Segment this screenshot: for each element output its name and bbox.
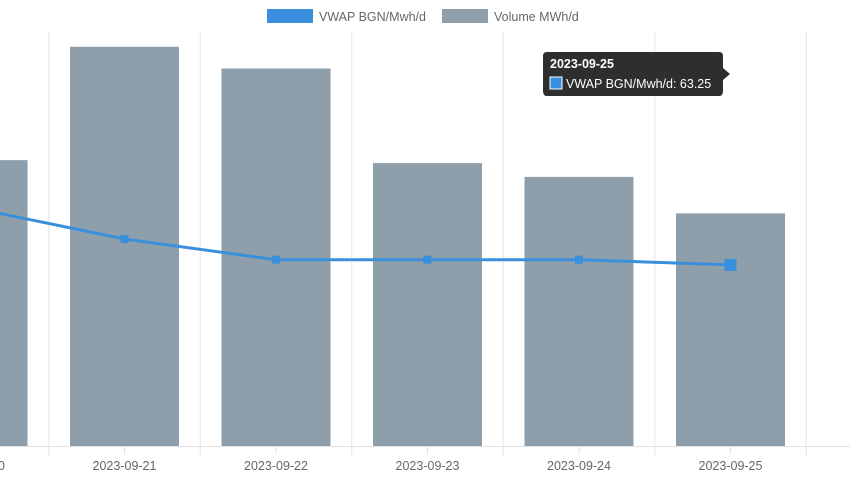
tick-label-2023-09-24: 2023-09-24	[547, 459, 611, 473]
bar-volume-2023-09-21[interactable]	[70, 46, 179, 447]
vwap-line-path	[0, 211, 731, 267]
point-vwap-2023-09-21[interactable]	[120, 235, 129, 243]
point-vwap-2023-09-22[interactable]	[272, 255, 280, 264]
legend-label-vwap: VWAP BGN/Mwh/d	[319, 10, 426, 24]
bar-volume-2023-09-24[interactable]	[524, 176, 634, 446]
tooltip-swatch	[549, 76, 563, 90]
grid	[0, 32, 850, 456]
volume-bars	[0, 46, 785, 447]
bar-volume-2023-09-25[interactable]	[676, 213, 785, 446]
legend-item-volume[interactable]: Volume MWh/d	[442, 9, 579, 24]
x-axis-ticks: 2023-09-20 2023-09-21 2023-09-22 2023-09-23…	[0, 446, 763, 473]
legend-label-volume: Volume MWh/d	[494, 10, 579, 24]
bar-volume-2023-09-23[interactable]	[373, 163, 482, 446]
legend: VWAP BGN/Mwh/d Volume MWh/d	[267, 9, 579, 24]
tick-label-2023-09-20: 2023-09-20	[0, 459, 5, 473]
point-vwap-2023-09-23[interactable]	[423, 255, 432, 264]
legend-item-vwap[interactable]: VWAP BGN/Mwh/d	[267, 9, 426, 24]
point-vwap-2023-09-24[interactable]	[575, 255, 583, 264]
legend-swatch-vwap	[267, 9, 313, 23]
legend-swatch-volume	[442, 9, 488, 23]
point-vwap-2023-09-25[interactable]	[724, 258, 737, 271]
tick-label-2023-09-21: 2023-09-21	[93, 459, 157, 473]
bar-volume-2023-09-20[interactable]	[0, 160, 28, 446]
vwap-line	[0, 211, 737, 271]
tick-label-2023-09-23: 2023-09-23	[396, 459, 460, 473]
tooltip-caret	[723, 68, 730, 80]
tick-label-2023-09-25: 2023-09-25	[699, 459, 763, 473]
tooltip-box	[543, 52, 723, 96]
tick-label-2023-09-22: 2023-09-22	[244, 459, 308, 473]
tooltip: 2023-09-25 VWAP BGN/Mwh/d: 63.25	[543, 52, 730, 96]
tooltip-value: VWAP BGN/Mwh/d: 63.25	[566, 77, 711, 91]
tooltip-title: 2023-09-25	[550, 57, 614, 71]
